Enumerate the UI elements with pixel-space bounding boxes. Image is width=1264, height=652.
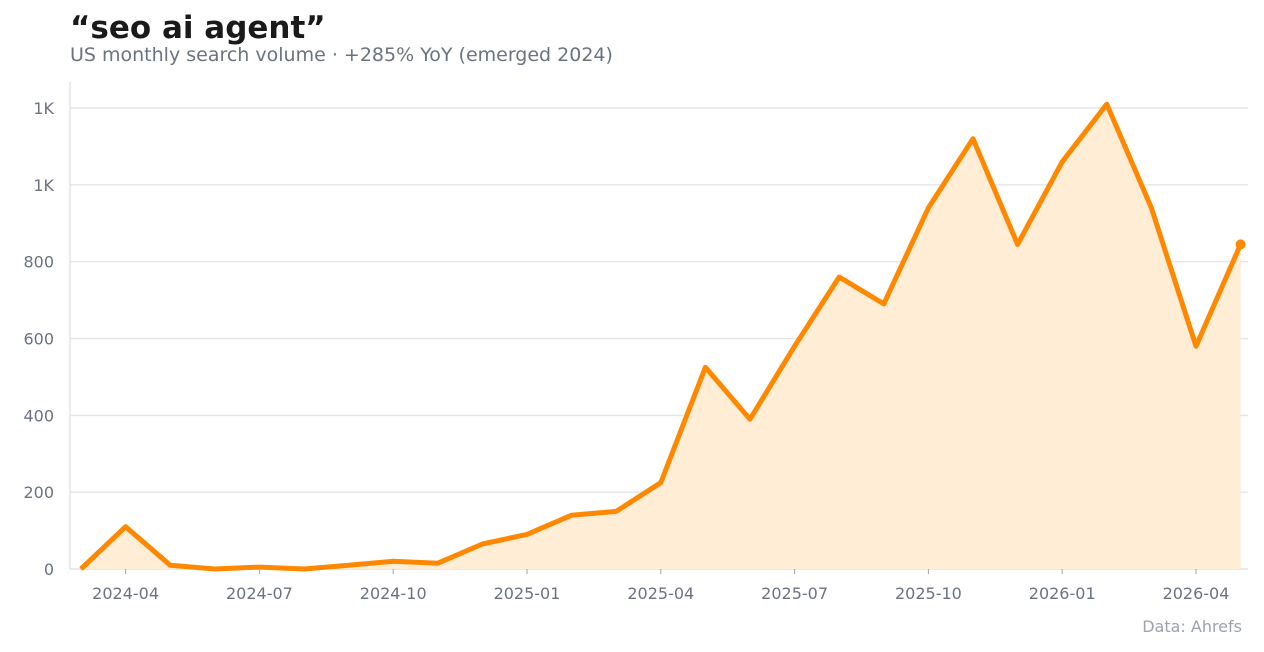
x-tick-label: 2025-04: [627, 584, 694, 603]
x-tick-label: 2025-10: [895, 584, 962, 603]
y-tick-label: 200: [23, 483, 54, 502]
x-tick-label: 2024-07: [226, 584, 293, 603]
y-tick-label: 1K: [33, 176, 54, 195]
y-tick-label: 1K: [33, 99, 54, 118]
y-tick-label: 400: [23, 406, 54, 425]
chart-subtitle: US monthly search volume · +285% YoY (em…: [70, 44, 613, 66]
y-tick-label: 600: [23, 330, 54, 349]
x-tick-label: 2026-04: [1163, 584, 1230, 603]
y-tick-label: 0: [44, 560, 54, 579]
x-tick-label: 2024-10: [360, 584, 427, 603]
last-point-marker: [1235, 239, 1246, 250]
y-tick-label: 800: [23, 253, 54, 272]
data-source-note: Data: Ahrefs: [1142, 617, 1242, 636]
x-tick-label: 2026-01: [1029, 584, 1096, 603]
series-line: [79, 101, 1243, 572]
x-tick-label: 2024-04: [92, 584, 159, 603]
x-tick-label: 2025-01: [494, 584, 561, 603]
series-area-fill: [81, 104, 1241, 569]
chart-title: “seo ai agent”: [70, 10, 326, 46]
x-tick-label: 2025-07: [761, 584, 828, 603]
